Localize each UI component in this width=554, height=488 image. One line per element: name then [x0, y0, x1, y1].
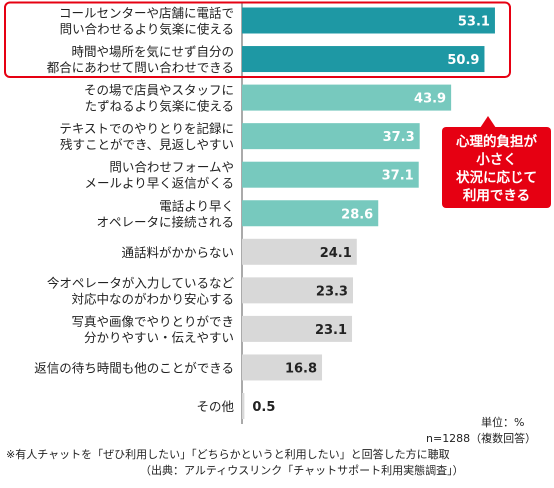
- value-label-5: 37.1: [382, 169, 414, 184]
- category-label-5-2: メールより早く返信がくる: [84, 176, 234, 191]
- footnote: ※有人チャットを「ぜひ利用したい」「どちらかというと利用したい」と回答した方に聴…: [6, 448, 450, 461]
- callout-text-1: 心理的負担が: [456, 133, 537, 150]
- category-label-11-1: その他: [196, 399, 234, 414]
- value-label-10: 16.8: [285, 361, 317, 376]
- category-label-5-1: 問い合わせフォームや: [109, 160, 234, 175]
- category-label-1-2: 問い合わせるより気楽に使える: [60, 22, 234, 37]
- bar-1: [242, 7, 495, 34]
- bar-3: [242, 84, 452, 111]
- value-label-1: 53.1: [458, 15, 490, 30]
- bar-6: [242, 200, 379, 227]
- value-label-4: 37.3: [383, 130, 415, 145]
- unit-label: 単位：%: [481, 416, 525, 429]
- source-note: （出典：アルティウスリンク「チャットサポート利用実態調査」）: [140, 464, 464, 477]
- bar-11: [242, 393, 245, 419]
- value-label-3: 43.9: [414, 92, 446, 107]
- bar-4: [242, 123, 420, 150]
- value-label-7: 24.1: [320, 246, 352, 261]
- category-label-2-1: 時間や場所を気にせず自分の: [71, 44, 234, 59]
- category-label-6-2: オペレータに接続される: [96, 214, 234, 229]
- category-label-3-1: その場で店員やスタッフに: [84, 83, 234, 98]
- callout-text-4: 利用できる: [463, 187, 530, 204]
- category-label-1-1: コールセンターや店舗に電話で: [59, 6, 234, 21]
- bar-9: [242, 315, 353, 342]
- value-label-8: 23.3: [316, 284, 348, 299]
- callout-text-3: 状況に応じて: [456, 169, 537, 186]
- category-label-4-2: 残すことができ、見返しやすい: [60, 137, 234, 152]
- highlight-box: [4, 1, 511, 79]
- category-label-6-1: 電話より早く: [159, 198, 234, 213]
- bar-10: [242, 354, 323, 381]
- category-label-10-1: 返信の待ち時間も他のことができる: [34, 360, 234, 375]
- value-label-9: 23.1: [315, 323, 347, 338]
- value-label-2: 50.9: [447, 53, 479, 68]
- value-label-6: 28.6: [341, 207, 373, 222]
- callout-pointer: [480, 116, 496, 128]
- callout-text-2: 小さく: [476, 152, 517, 168]
- bar-8: [242, 277, 353, 304]
- category-label-2-2: 都合にあわせて問い合わせできる: [47, 60, 234, 75]
- category-label-8-1: 今オペレータが入力しているなど: [47, 275, 235, 290]
- bar-2: [242, 46, 485, 73]
- callout-box: [442, 127, 551, 208]
- bar-5: [242, 161, 419, 188]
- category-label-9-2: 分かりやすい・伝えやすい: [84, 330, 234, 345]
- category-label-3-2: たずねるより気楽に使える: [85, 99, 234, 114]
- category-label-9-1: 写真や画像でやりとりができ: [71, 314, 234, 329]
- category-label-8-2: 対応中なのがわかり安心する: [71, 291, 234, 306]
- category-label-4-1: テキストでのやりとりを記録に: [59, 121, 234, 136]
- category-label-7-1: 通話料がかからない: [121, 245, 234, 260]
- sample-size-label: n=1288（複数回答）: [426, 432, 537, 445]
- value-label-11: 0.5: [252, 400, 275, 415]
- bar-7: [242, 238, 357, 265]
